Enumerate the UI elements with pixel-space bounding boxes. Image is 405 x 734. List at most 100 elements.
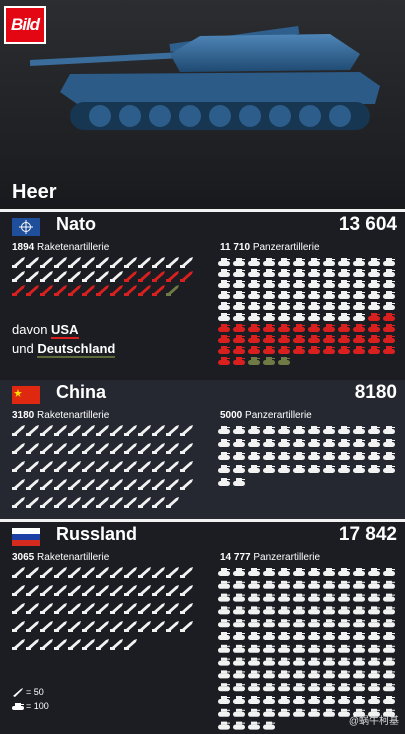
tank-icon [263, 632, 275, 640]
tank-icon [278, 439, 290, 447]
tank-icon [353, 619, 365, 628]
rocket-icon [68, 497, 81, 508]
rocket-icon [124, 639, 137, 650]
tank-icon [308, 452, 320, 460]
rocket-icon [40, 257, 53, 268]
tank-icon [308, 439, 320, 447]
tank-icon [233, 346, 245, 354]
tank-icon [218, 670, 230, 679]
tank-icon [338, 313, 350, 321]
tank-icon [248, 324, 260, 332]
china-rocket-grid [12, 425, 193, 508]
rocket-icon [124, 425, 137, 436]
rocket-label-text: Raketenartillerie [37, 242, 110, 253]
tank-icon [368, 258, 380, 266]
rocket-icon [54, 425, 67, 436]
rocket-icon [180, 443, 193, 454]
tank-icon [353, 452, 365, 460]
tank-icon [278, 269, 290, 277]
rocket-icon [54, 257, 67, 268]
rocket-icon [40, 585, 53, 596]
tank-label-text: Panzerartillerie [252, 242, 320, 253]
tank-icon [368, 280, 380, 288]
tank-icon [233, 619, 245, 628]
rocket-icon [68, 639, 81, 650]
tank-icon [233, 324, 245, 332]
tank-icon [353, 696, 365, 704]
rocket-icon [180, 479, 193, 490]
rocket-icon [152, 603, 165, 614]
rocket-icon [40, 567, 53, 578]
tank-icon [218, 346, 230, 354]
tank-icon [308, 657, 320, 666]
tank-icon [338, 606, 350, 615]
rocket-icon [82, 603, 95, 614]
rocket-icon [180, 271, 193, 282]
rocket-icon [26, 443, 39, 454]
tank-icon [338, 324, 350, 332]
tank-icon [353, 439, 365, 447]
tank-icon [293, 683, 305, 692]
note-und: und [12, 341, 34, 356]
tank-icon [308, 708, 320, 717]
rocket-icon [26, 639, 39, 650]
divider [0, 209, 405, 212]
tank-value: 14 777 [220, 552, 251, 563]
tank-icon [338, 670, 350, 679]
rocket-label: 3065 Raketenartillerie [12, 552, 109, 563]
tank-icon [263, 452, 275, 460]
rocket-icon [68, 271, 81, 282]
rocket-icon [138, 271, 151, 282]
rocket-icon [152, 497, 165, 508]
tank-icon [248, 357, 260, 365]
rocket-icon [96, 621, 109, 632]
tank-icon [278, 313, 290, 321]
tank-icon [278, 580, 290, 589]
tank-icon [218, 606, 230, 615]
russia-rocket-grid [12, 567, 193, 650]
tank-icon [308, 291, 320, 299]
rocket-icon [12, 443, 25, 454]
tank-icon [278, 258, 290, 266]
tank-icon [233, 465, 245, 473]
rocket-icon [40, 497, 53, 508]
tank-icon [278, 644, 290, 653]
tank-icon [368, 291, 380, 299]
tank-icon [218, 632, 230, 640]
divider [0, 519, 405, 522]
tank-icon [218, 258, 230, 266]
rocket-icon [12, 497, 25, 508]
rocket-icon [82, 621, 95, 632]
tank-icon [383, 632, 395, 640]
tank-icon [368, 346, 380, 354]
tank-icon [368, 606, 380, 615]
tank-icon [323, 593, 335, 602]
tank-icon [248, 721, 260, 730]
tank-icon [383, 683, 395, 692]
rocket-icon [110, 271, 123, 282]
note-prefix: davon [12, 322, 48, 337]
tank-icon [278, 696, 290, 704]
rocket-icon [82, 479, 95, 490]
tank-icon [368, 670, 380, 679]
rocket-icon [166, 285, 179, 296]
rocket-icon [152, 585, 165, 596]
tank-icon [338, 593, 350, 602]
tank-icon [338, 632, 350, 640]
country-total: 13 604 [338, 214, 397, 235]
rocket-icon [68, 479, 81, 490]
rocket-icon [138, 285, 151, 296]
rocket-icon [26, 461, 39, 472]
tank-icon [293, 302, 305, 310]
tank-icon [248, 313, 260, 321]
tank-icon [368, 619, 380, 628]
rocket-icon [13, 688, 23, 697]
tank-icon [233, 683, 245, 692]
tank-label: 5000 Panzerartillerie [220, 410, 312, 421]
tank-icon [383, 324, 395, 332]
tank-icon [293, 439, 305, 447]
rocket-icon [96, 639, 109, 650]
rocket-icon [124, 621, 137, 632]
tank-icon [323, 568, 335, 576]
tank-icon [353, 324, 365, 332]
